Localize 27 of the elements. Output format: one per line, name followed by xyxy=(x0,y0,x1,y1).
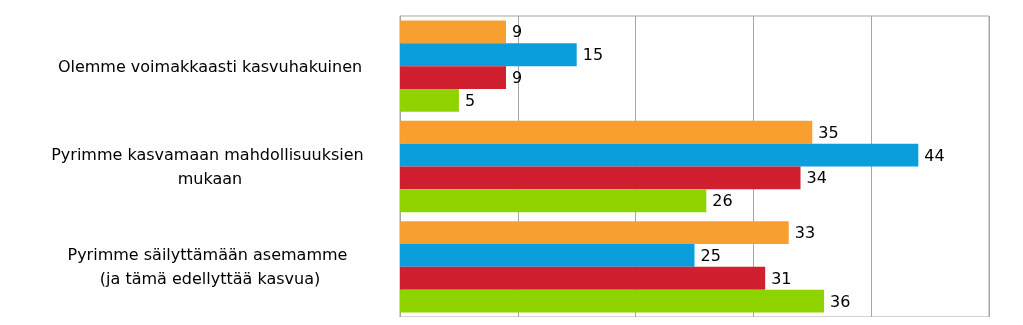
bar xyxy=(400,289,825,313)
bar xyxy=(400,244,695,267)
data-label: 9 xyxy=(512,22,523,42)
bar xyxy=(400,20,507,44)
data-label: 36 xyxy=(830,291,851,311)
data-label: 5 xyxy=(464,90,476,110)
bar xyxy=(400,120,813,144)
data-label: 9 xyxy=(512,68,523,88)
data-label: 44 xyxy=(924,145,945,165)
y-tick-label: Pyrimme kasvamaan mahdollisuuksien mukaan xyxy=(51,145,369,188)
bar xyxy=(400,221,789,245)
data-label: 25 xyxy=(700,245,721,265)
data-label: 35 xyxy=(818,122,839,142)
data-label: 26 xyxy=(712,191,733,211)
data-label: 31 xyxy=(771,268,792,288)
bar xyxy=(400,166,801,190)
y-tick-label: Pyrimme säilyttämään asemamme (ja tämä edellyttää kasvua) xyxy=(67,245,353,289)
data-label: 15 xyxy=(582,45,604,65)
bar xyxy=(400,88,459,112)
y-tick-label: Olemme voimakkaasti kasvuhakuinen xyxy=(57,56,363,76)
data-label: 34 xyxy=(806,168,827,188)
bar xyxy=(400,189,707,213)
bar xyxy=(400,143,919,167)
bar xyxy=(400,66,507,89)
bar xyxy=(400,43,577,67)
data-label: 33 xyxy=(794,223,816,243)
bar xyxy=(400,266,766,290)
